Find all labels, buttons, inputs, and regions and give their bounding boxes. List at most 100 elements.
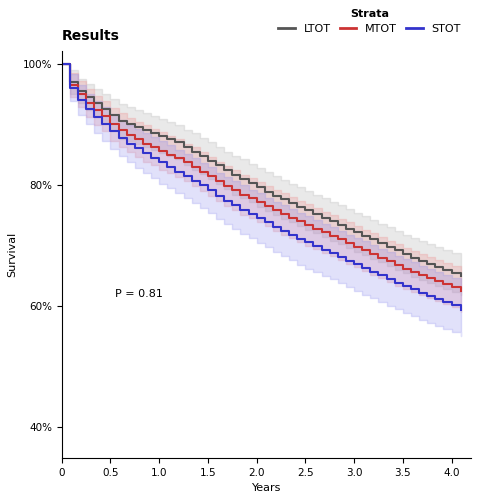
LTOT bbox=[294, 204, 300, 210]
LTOT bbox=[116, 118, 121, 124]
LTOT bbox=[400, 251, 406, 257]
Text: Results: Results bbox=[62, 30, 120, 44]
LTOT bbox=[173, 140, 178, 145]
Line: STOT: STOT bbox=[62, 64, 461, 310]
STOT bbox=[156, 160, 162, 166]
STOT bbox=[368, 268, 373, 274]
MTOT bbox=[246, 195, 251, 201]
LTOT bbox=[83, 94, 89, 100]
STOT bbox=[173, 168, 178, 174]
STOT bbox=[229, 202, 235, 208]
LTOT bbox=[384, 244, 390, 250]
STOT bbox=[335, 254, 341, 260]
STOT bbox=[124, 140, 130, 146]
LTOT bbox=[197, 153, 203, 159]
STOT bbox=[400, 283, 406, 289]
LTOT bbox=[441, 267, 446, 273]
MTOT bbox=[392, 262, 398, 268]
MTOT bbox=[294, 218, 300, 224]
STOT bbox=[433, 296, 438, 302]
MTOT bbox=[75, 91, 81, 97]
STOT bbox=[262, 220, 268, 226]
MTOT bbox=[335, 236, 341, 242]
STOT bbox=[351, 262, 357, 268]
MTOT bbox=[254, 200, 260, 205]
MTOT bbox=[213, 178, 219, 184]
MTOT bbox=[67, 82, 73, 88]
LTOT bbox=[140, 128, 146, 134]
MTOT bbox=[343, 240, 349, 246]
STOT bbox=[83, 106, 89, 112]
MTOT bbox=[140, 140, 146, 146]
MTOT bbox=[156, 148, 162, 154]
Y-axis label: Survival: Survival bbox=[7, 232, 17, 277]
STOT bbox=[132, 146, 138, 152]
STOT bbox=[75, 97, 81, 103]
LTOT bbox=[270, 193, 276, 199]
MTOT bbox=[270, 208, 276, 214]
LTOT bbox=[213, 162, 219, 168]
MTOT bbox=[303, 222, 308, 228]
MTOT bbox=[359, 248, 365, 254]
STOT bbox=[99, 121, 105, 127]
STOT bbox=[424, 293, 430, 299]
LTOT bbox=[433, 264, 438, 270]
MTOT bbox=[148, 144, 154, 150]
STOT bbox=[213, 193, 219, 199]
MTOT bbox=[132, 136, 138, 142]
MTOT bbox=[197, 168, 203, 174]
MTOT bbox=[351, 244, 357, 250]
MTOT bbox=[99, 114, 105, 119]
STOT bbox=[416, 290, 422, 296]
LTOT bbox=[132, 124, 138, 130]
LTOT bbox=[424, 260, 430, 266]
MTOT bbox=[400, 266, 406, 272]
LTOT bbox=[75, 88, 81, 94]
MTOT bbox=[173, 155, 178, 161]
LTOT bbox=[99, 106, 105, 112]
MTOT bbox=[458, 288, 464, 294]
STOT bbox=[343, 258, 349, 264]
MTOT bbox=[286, 214, 292, 220]
MTOT bbox=[319, 229, 325, 235]
X-axis label: Years: Years bbox=[252, 483, 281, 493]
MTOT bbox=[116, 128, 121, 134]
STOT bbox=[311, 243, 316, 249]
LTOT bbox=[262, 188, 268, 194]
LTOT bbox=[327, 218, 333, 224]
MTOT bbox=[205, 174, 211, 180]
LTOT bbox=[311, 211, 316, 217]
MTOT bbox=[59, 60, 65, 66]
LTOT bbox=[416, 258, 422, 264]
STOT bbox=[189, 178, 195, 184]
STOT bbox=[270, 224, 276, 230]
LTOT bbox=[278, 196, 284, 202]
STOT bbox=[254, 215, 260, 221]
STOT bbox=[384, 276, 390, 282]
MTOT bbox=[424, 274, 430, 280]
LTOT bbox=[319, 214, 325, 220]
LTOT bbox=[368, 236, 373, 242]
STOT bbox=[392, 280, 398, 285]
LTOT bbox=[458, 273, 464, 279]
MTOT bbox=[91, 108, 97, 114]
LTOT bbox=[108, 112, 113, 118]
MTOT bbox=[108, 121, 113, 127]
STOT bbox=[359, 265, 365, 271]
MTOT bbox=[449, 284, 455, 290]
STOT bbox=[286, 232, 292, 237]
STOT bbox=[246, 211, 251, 217]
LTOT bbox=[335, 222, 341, 228]
MTOT bbox=[368, 251, 373, 257]
MTOT bbox=[124, 132, 130, 138]
STOT bbox=[408, 286, 414, 292]
STOT bbox=[59, 60, 65, 66]
STOT bbox=[376, 272, 381, 278]
Line: LTOT: LTOT bbox=[62, 64, 461, 276]
LTOT bbox=[67, 79, 73, 85]
STOT bbox=[148, 154, 154, 160]
STOT bbox=[197, 182, 203, 188]
LTOT bbox=[164, 136, 170, 142]
LTOT bbox=[343, 226, 349, 232]
STOT bbox=[319, 247, 325, 253]
